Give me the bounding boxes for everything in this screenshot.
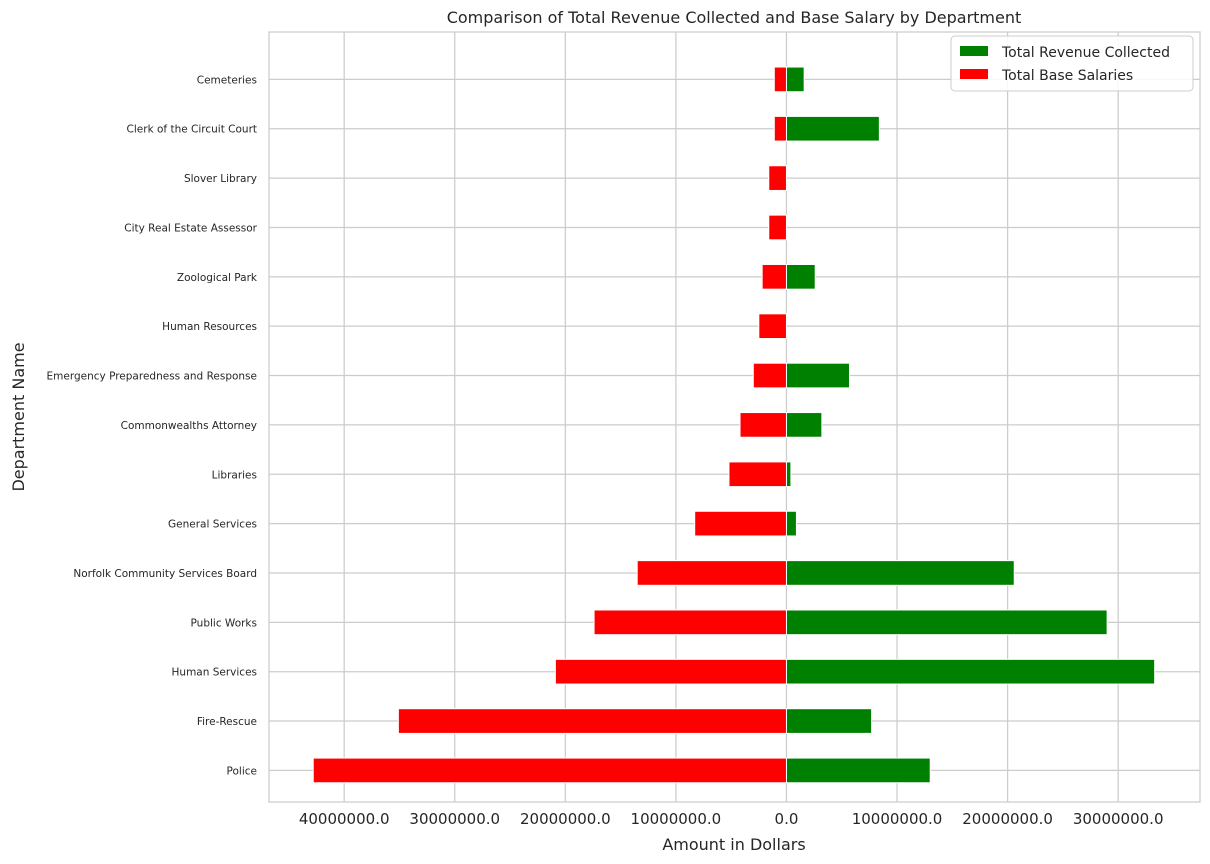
y-tick-label: City Real Estate Assessor: [124, 222, 257, 234]
x-tick-label: 10000000.0: [852, 810, 943, 828]
x-tick-label: 30000000.0: [1073, 810, 1164, 828]
y-tick-label: General Services: [168, 519, 257, 531]
revenue-bar: [785, 412, 823, 438]
x-tick-label: 10000000.0: [631, 810, 722, 828]
legend-label-revenue: Total Revenue Collected: [1001, 45, 1170, 61]
plot-frame: [268, 31, 1201, 803]
y-tick-label: Libraries: [212, 469, 257, 481]
y-tick-label: Slover Library: [184, 173, 257, 185]
y-tick-label: Human Resources: [162, 321, 257, 333]
y-axis-label: Department Name: [9, 342, 28, 491]
salary-bar: [761, 263, 787, 290]
legend-swatch-revenue: [960, 46, 988, 56]
salary-bar: [636, 560, 787, 586]
x-axis-label: Amount in Dollars: [662, 835, 805, 854]
salary-bar: [739, 412, 787, 438]
x-tick-label: 20000000.0: [962, 810, 1053, 828]
x-tick-labels: 40000000.0 30000000.0 20000000.0 10000000.0…: [299, 810, 1164, 828]
revenue-bar: [785, 510, 797, 537]
salary-bar: [752, 362, 787, 389]
salary-bar: [773, 115, 787, 142]
y-tick-label: Cemeteries: [197, 74, 257, 86]
legend-swatch-salaries: [960, 69, 988, 79]
revenue-bar: [785, 461, 792, 488]
y-tick-label: Commonwealths Attorney: [121, 420, 257, 432]
revenue-bar: [785, 609, 1108, 636]
revenue-bar: [785, 362, 850, 389]
x-tick-label: 30000000.0: [409, 810, 500, 828]
salary-bar: [773, 66, 787, 93]
salary-bar: [768, 165, 787, 191]
legend-box: [950, 35, 1194, 92]
y-tick-label: Clerk of the Circuit Court: [127, 124, 257, 136]
y-tick-label: Human Services: [172, 667, 257, 679]
y-tick-labels: Cemeteries Clerk of the Circuit Court Slov…: [47, 74, 258, 777]
y-tick-label: Fire-Rescue: [197, 716, 257, 728]
x-tick-label: 20000000.0: [520, 810, 611, 828]
salary-bar: [397, 708, 787, 734]
y-tick-label: Emergency Preparedness and Response: [47, 371, 257, 383]
y-tick-label: Public Works: [191, 617, 257, 629]
revenue-bar: [785, 66, 805, 93]
salary-bar: [768, 214, 787, 241]
revenue-bar: [785, 263, 816, 290]
y-tick-label: Zoological Park: [177, 272, 258, 284]
salary-bar: [593, 609, 787, 636]
legend: Total Revenue Collected Total Base Salar…: [950, 35, 1194, 92]
revenue-bar: [785, 658, 1156, 685]
x-tick-label: 40000000.0: [299, 810, 390, 828]
revenue-bar: [785, 115, 880, 142]
bars: [312, 66, 1156, 784]
y-tick-label: Norfolk Community Services Board: [73, 568, 257, 580]
revenue-bar: [785, 757, 931, 784]
salary-bar: [694, 510, 787, 537]
revenue-bar: [785, 708, 873, 734]
chart-title: Comparison of Total Revenue Collected an…: [447, 8, 1022, 27]
x-tick-label: 0.0: [775, 810, 799, 828]
salary-bar: [312, 757, 787, 784]
salary-bar: [758, 313, 787, 340]
salary-bar: [554, 658, 787, 685]
y-tick-label: Police: [227, 765, 257, 777]
salary-bar: [728, 461, 787, 488]
revenue-bar: [785, 560, 1015, 586]
legend-label-salaries: Total Base Salaries: [1001, 68, 1133, 84]
